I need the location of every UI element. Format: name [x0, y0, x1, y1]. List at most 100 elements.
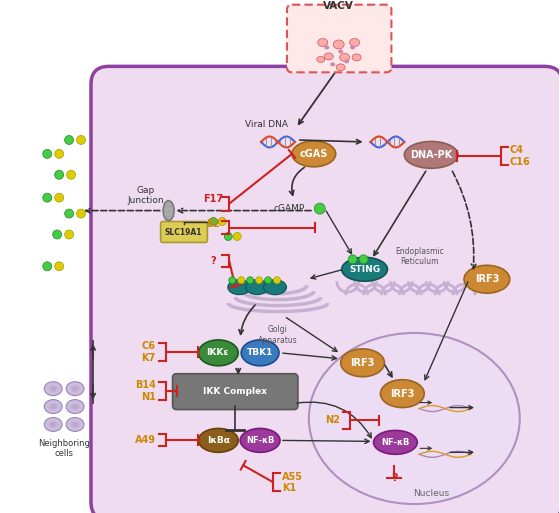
- Ellipse shape: [228, 280, 251, 294]
- Text: N1: N1: [141, 391, 156, 402]
- Text: Golgi
Apparatus: Golgi Apparatus: [258, 325, 298, 345]
- Text: NF-κB: NF-κB: [381, 438, 409, 447]
- Ellipse shape: [198, 340, 238, 366]
- Ellipse shape: [273, 277, 281, 284]
- Ellipse shape: [77, 135, 86, 145]
- Ellipse shape: [350, 46, 355, 49]
- Text: cGAS: cGAS: [300, 149, 328, 159]
- Ellipse shape: [340, 53, 349, 62]
- Ellipse shape: [324, 46, 329, 49]
- Ellipse shape: [255, 277, 263, 284]
- Ellipse shape: [324, 53, 333, 60]
- Ellipse shape: [380, 380, 424, 407]
- Ellipse shape: [314, 203, 325, 214]
- Text: C6: C6: [142, 341, 156, 351]
- Ellipse shape: [348, 255, 357, 264]
- Ellipse shape: [64, 230, 73, 239]
- Ellipse shape: [229, 277, 236, 284]
- Ellipse shape: [71, 404, 79, 409]
- Ellipse shape: [44, 400, 62, 413]
- Text: K1: K1: [282, 483, 296, 493]
- Text: C4: C4: [510, 145, 524, 155]
- Ellipse shape: [44, 418, 62, 431]
- Ellipse shape: [66, 382, 84, 396]
- Text: A55: A55: [282, 472, 303, 482]
- Text: B2: B2: [206, 219, 221, 228]
- Ellipse shape: [55, 149, 64, 159]
- Ellipse shape: [55, 193, 64, 202]
- Ellipse shape: [264, 277, 272, 284]
- Ellipse shape: [209, 218, 217, 226]
- Ellipse shape: [55, 170, 64, 179]
- Ellipse shape: [246, 280, 269, 294]
- Text: ?: ?: [211, 256, 216, 266]
- Text: Nucleus: Nucleus: [413, 488, 449, 498]
- Text: C16: C16: [510, 157, 530, 167]
- Ellipse shape: [318, 38, 328, 47]
- FancyBboxPatch shape: [161, 222, 207, 243]
- Ellipse shape: [374, 430, 417, 455]
- Text: A49: A49: [134, 436, 156, 445]
- Ellipse shape: [338, 49, 343, 53]
- Ellipse shape: [49, 386, 57, 391]
- Ellipse shape: [43, 193, 52, 202]
- Ellipse shape: [71, 422, 79, 427]
- Ellipse shape: [225, 232, 232, 241]
- Text: Endoplasmic
Reticulum: Endoplasmic Reticulum: [395, 247, 444, 266]
- Ellipse shape: [43, 262, 52, 271]
- Ellipse shape: [359, 255, 368, 264]
- Text: B14: B14: [135, 380, 156, 390]
- Ellipse shape: [49, 422, 57, 427]
- Text: IRF3: IRF3: [390, 389, 414, 399]
- Text: STING: STING: [349, 265, 380, 274]
- Ellipse shape: [330, 63, 335, 66]
- Text: cGAMP: cGAMP: [274, 204, 305, 213]
- Text: DNA-PK: DNA-PK: [410, 150, 452, 160]
- Ellipse shape: [333, 40, 344, 49]
- Ellipse shape: [43, 149, 52, 159]
- Text: IκBα: IκBα: [207, 436, 230, 445]
- Text: IKK Complex: IKK Complex: [203, 387, 267, 396]
- Text: ?: ?: [391, 473, 398, 483]
- Ellipse shape: [77, 209, 86, 218]
- FancyBboxPatch shape: [287, 5, 391, 72]
- Ellipse shape: [342, 258, 388, 281]
- Text: Gap
Junction: Gap Junction: [127, 186, 164, 205]
- Ellipse shape: [71, 386, 79, 391]
- Ellipse shape: [246, 277, 254, 284]
- Text: Viral DNA: Viral DNA: [245, 120, 288, 129]
- FancyBboxPatch shape: [91, 66, 560, 513]
- Ellipse shape: [241, 340, 279, 366]
- Ellipse shape: [309, 333, 520, 504]
- Ellipse shape: [234, 232, 241, 241]
- Text: N2: N2: [325, 416, 340, 425]
- Ellipse shape: [64, 135, 73, 145]
- Ellipse shape: [264, 280, 287, 294]
- Ellipse shape: [336, 64, 345, 71]
- Ellipse shape: [64, 209, 73, 218]
- Ellipse shape: [238, 277, 245, 284]
- Ellipse shape: [163, 201, 174, 221]
- Ellipse shape: [218, 218, 226, 226]
- Ellipse shape: [344, 60, 349, 64]
- Ellipse shape: [340, 349, 385, 377]
- Text: IRF3: IRF3: [475, 274, 499, 284]
- Ellipse shape: [404, 142, 458, 168]
- Ellipse shape: [352, 54, 361, 61]
- Text: K7: K7: [142, 353, 156, 363]
- Ellipse shape: [44, 382, 62, 396]
- Ellipse shape: [67, 170, 76, 179]
- Ellipse shape: [53, 230, 62, 239]
- Ellipse shape: [349, 38, 360, 47]
- Text: VACV: VACV: [323, 1, 354, 11]
- Text: NF-κB: NF-κB: [246, 436, 274, 445]
- Ellipse shape: [464, 265, 510, 293]
- Text: IKKε: IKKε: [206, 348, 228, 358]
- Ellipse shape: [66, 418, 84, 431]
- FancyBboxPatch shape: [172, 374, 298, 409]
- Ellipse shape: [66, 400, 84, 413]
- Text: IRF3: IRF3: [351, 358, 375, 368]
- Ellipse shape: [198, 428, 238, 452]
- Ellipse shape: [240, 428, 280, 452]
- Ellipse shape: [49, 404, 57, 409]
